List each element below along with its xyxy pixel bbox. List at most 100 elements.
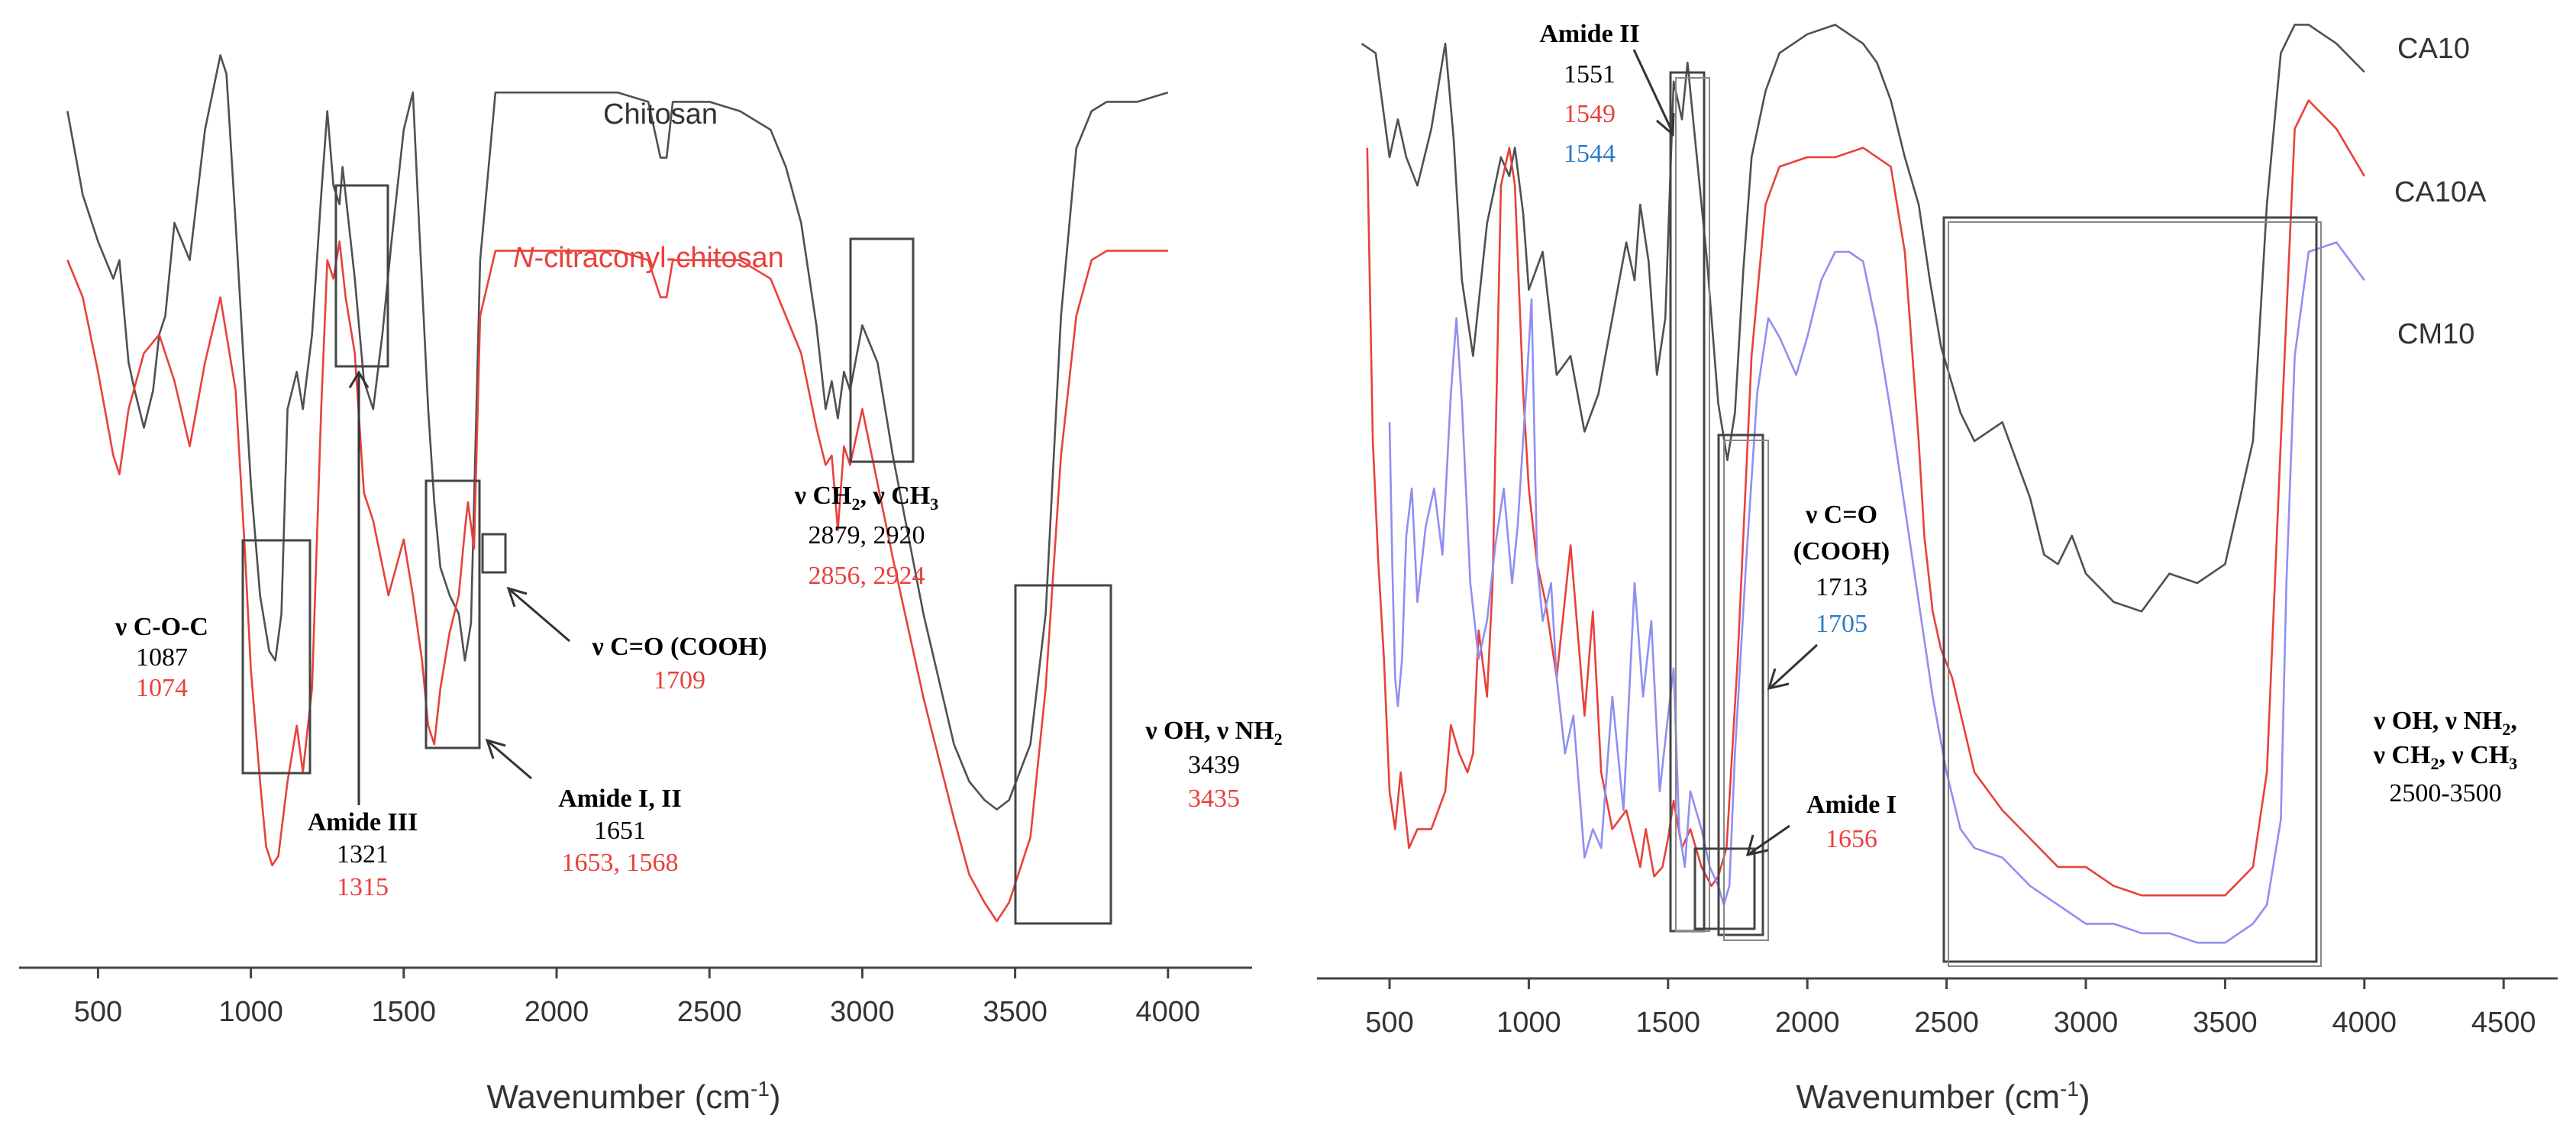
ann-broad-val1: 2500-3500 xyxy=(2389,779,2501,807)
ann-broad-l2-p2: , ν CH xyxy=(2439,741,2510,769)
ann-coc-val1: 1087 xyxy=(136,643,188,672)
box-broad-band-shadow xyxy=(1948,221,2322,967)
ann-amide-i-ii-label: Amide I, II xyxy=(558,785,682,813)
ann-broad-l2-p1: ν CH xyxy=(2373,741,2431,769)
right-tick-label-2500: 2500 xyxy=(1914,1007,1979,1039)
left-tick-label-2000: 2000 xyxy=(525,996,589,1028)
ann-co-right-val2: 1705 xyxy=(1816,610,1867,638)
arrow-amide-ii-head xyxy=(1656,112,1675,137)
ann-ch2-ch3-val2: 2856, 2924 xyxy=(809,562,925,590)
box-co-cooh xyxy=(481,533,507,574)
legend-chitosan: Chitosan xyxy=(603,98,718,131)
ann-ch2-ch3-p1: ν CH xyxy=(794,482,852,510)
ann-co-cooh-label: ν C=O (COOH) xyxy=(591,633,767,661)
box-co-cooh-right xyxy=(1717,433,1764,936)
arrow-co-cooh xyxy=(509,588,570,643)
ann-oh-nh2-label: ν OH, ν NH2 xyxy=(1144,717,1282,749)
right-arrows xyxy=(1632,49,1819,857)
legend-cm10: CM10 xyxy=(2397,318,2474,350)
ann-co-cooh-val1: 1709 xyxy=(654,666,705,695)
ann-broad-label2: ν CH2, ν CH3 xyxy=(2373,741,2517,773)
right-x-label: Wavenumber (cm-1) xyxy=(1796,1077,2090,1116)
left-x-label-main: Wavenumber (cm xyxy=(486,1078,751,1116)
left-tick-label-3000: 3000 xyxy=(830,996,895,1028)
right-tick-label-3000: 3000 xyxy=(2054,1007,2119,1039)
ann-broad-sub1: 2 xyxy=(2502,720,2510,739)
arrow-amide-ii xyxy=(1632,49,1674,132)
ann-coc-val2: 1074 xyxy=(136,674,188,702)
ann-co-right-label2: (COOH) xyxy=(1793,537,1890,566)
legend-ca10: CA10 xyxy=(2397,33,2470,65)
arrow-co-cooh-right-head xyxy=(1767,668,1790,691)
left-tick-label-500: 500 xyxy=(74,996,122,1028)
left-plot-area xyxy=(66,54,1169,923)
arrow-amide-i-right xyxy=(1749,824,1790,855)
ann-amide-i-right-val1: 1656 xyxy=(1825,825,1877,853)
left-arrows xyxy=(348,370,570,805)
ann-ch2-ch3-label: ν CH2, ν CH3 xyxy=(794,482,938,514)
left-tick-label-2500: 2500 xyxy=(677,996,742,1028)
ann-amide-ii-val2: 1549 xyxy=(1564,100,1616,128)
right-tick-label-2000: 2000 xyxy=(1775,1007,1840,1039)
right-tick-label-3500: 3500 xyxy=(2193,1007,2258,1039)
ann-co-right-val1: 1713 xyxy=(1816,573,1867,601)
ann-broad-p2: , xyxy=(2510,707,2517,735)
box-oh-nh2 xyxy=(1014,584,1112,925)
arrow-amide-i-right-head xyxy=(1745,834,1769,857)
right-x-axis: 500 1000 1500 2000 2500 3000 3500 4000 4500 xyxy=(1317,977,2558,1039)
ann-ch2-ch3-sub1: 2 xyxy=(852,495,860,514)
ann-co-right-label: ν C=O xyxy=(1805,501,1877,529)
series-line-n-citraconyl-chitosan xyxy=(66,240,1168,923)
left-x-axis: 500 1000 1500 2000 2500 3000 3500 4000 xyxy=(19,966,1252,1028)
series-line-cm10 xyxy=(1388,241,2365,944)
right-x-label-sup: -1 xyxy=(2060,1077,2079,1101)
ann-ch2-ch3-val1: 2879, 2920 xyxy=(809,521,925,549)
ann-amide-i-ii-val2: 1653, 1568 xyxy=(562,849,679,877)
left-tick-label-1500: 1500 xyxy=(372,996,437,1028)
legend-ca10a: CA10A xyxy=(2394,176,2487,208)
ann-amide-i-right-label: Amide I xyxy=(1806,791,1896,819)
box-broad-band xyxy=(1942,216,2318,963)
ann-coc-label: ν C-O-C xyxy=(115,613,208,641)
ann-oh-nh2-val1: 3439 xyxy=(1188,751,1240,779)
ann-oh-nh2-p1: ν OH, ν NH xyxy=(1144,717,1273,745)
left-x-label-sup: -1 xyxy=(751,1077,770,1101)
left-tick-label-1000: 1000 xyxy=(218,996,283,1028)
arrow-co-cooh-right xyxy=(1770,643,1819,688)
arrow-co-cooh-head xyxy=(506,586,528,608)
right-tick-label-4500: 4500 xyxy=(2471,1007,2536,1039)
right-tick-label-4000: 4000 xyxy=(2332,1007,2397,1039)
ann-broad-l2-sub1: 2 xyxy=(2431,754,2439,773)
ann-amide-iii-val1: 1321 xyxy=(337,840,389,869)
legend-n-italic: N xyxy=(513,242,534,274)
right-x-label-close: ) xyxy=(2079,1078,2090,1116)
right-x-label-main: Wavenumber (cm xyxy=(1796,1078,2060,1116)
box-coc xyxy=(241,539,312,775)
ann-ch2-ch3-p2: , ν CH xyxy=(860,482,931,510)
ann-broad-p1: ν OH, ν NH xyxy=(2373,707,2502,735)
right-tick-label-500: 500 xyxy=(1365,1007,1413,1039)
left-tick-label-3500: 3500 xyxy=(983,996,1048,1028)
right-tick-label-1500: 1500 xyxy=(1636,1007,1701,1039)
arrow-amide-i-ii-head xyxy=(485,738,506,759)
ann-amide-ii-val3: 1544 xyxy=(1564,140,1616,168)
legend-n-rest: -citraconyl-chitosan xyxy=(534,242,783,274)
legend-n-citraconyl-chitosan: N-citraconyl-chitosan xyxy=(513,242,784,274)
ann-amide-iii-label: Amide III xyxy=(308,808,418,836)
series-line-ca10 xyxy=(1361,24,2365,613)
left-x-label: Wavenumber (cm-1) xyxy=(486,1077,780,1116)
ann-broad-label: ν OH, ν NH2, xyxy=(2373,707,2517,739)
left-x-label-close: ) xyxy=(770,1078,781,1116)
box-co-cooh-right-shadow xyxy=(1723,440,1769,941)
box-amide-iii xyxy=(334,184,389,368)
left-ftir-panel: 500 1000 1500 2000 2500 3000 3500 4000 Chitosan… xyxy=(19,54,1283,1116)
box-ch2-ch3 xyxy=(849,237,915,463)
left-annotations: ν C-O-C 1087 1074 Amide III 1321 1315 Am… xyxy=(115,482,1283,901)
right-annotations: Amide II 1551 1549 1544 ν C=O (COOH) 171… xyxy=(1539,20,2517,853)
ann-amide-i-ii-val1: 1651 xyxy=(594,817,646,845)
ann-ch2-ch3-sub2: 3 xyxy=(930,495,938,514)
box-amide-i-right xyxy=(1693,847,1756,930)
arrow-amide-i-ii xyxy=(488,740,532,780)
left-tick-label-4000: 4000 xyxy=(1136,996,1201,1028)
